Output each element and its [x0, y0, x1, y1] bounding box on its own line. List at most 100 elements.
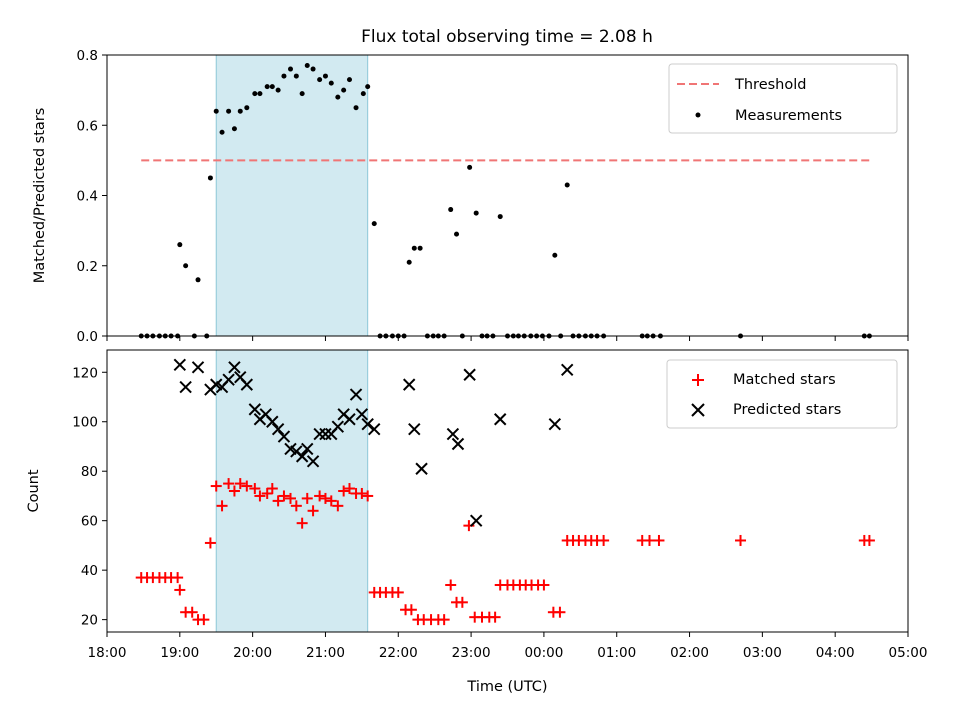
predicted-star-point — [313, 427, 326, 441]
predicted-star-point — [179, 380, 192, 394]
predicted-star-point — [415, 462, 428, 475]
matched-star-point — [307, 505, 319, 517]
matched-star-point — [216, 500, 228, 512]
legend-matched-swatch — [692, 374, 704, 386]
measurement-point — [353, 105, 359, 111]
predicted-star-point — [301, 442, 314, 456]
predicted-star-point — [248, 403, 262, 416]
measurement-point — [564, 182, 570, 188]
predicted-star-point — [343, 413, 356, 426]
chart-title: Flux total observing time = 2.08 h — [361, 27, 653, 47]
count-ytick-label: 20 — [81, 613, 98, 629]
count-y-axis-label: Count — [26, 469, 42, 512]
predicted-star-point — [408, 422, 421, 436]
matched-star-point — [554, 606, 566, 618]
count-axes-frame — [106, 349, 909, 633]
measurement-point — [252, 91, 258, 97]
matched-star-point — [261, 487, 273, 499]
predicted-star-point — [548, 418, 562, 431]
measurement-point — [335, 94, 341, 100]
ratio-legend: Threshold Measurements — [668, 63, 898, 134]
measurement-point — [237, 108, 243, 114]
measurement-point — [299, 91, 305, 97]
matched-star-point — [210, 480, 222, 492]
measurement-point — [244, 105, 250, 111]
measurement-point — [360, 91, 366, 97]
matched-star-point — [254, 490, 266, 502]
matched-star-point — [332, 500, 344, 512]
ratio-y-axis-label: Matched/Predicted stars — [32, 108, 48, 284]
matched-star-point — [285, 492, 297, 504]
predicted-star-point — [228, 361, 241, 374]
matched-star-point — [653, 534, 665, 546]
measurement-point — [257, 91, 263, 97]
predicted-star-point — [494, 413, 507, 426]
measurement-point — [454, 231, 460, 237]
legend-measurements-label: Measurements — [735, 108, 842, 124]
count-ytick-label: 100 — [72, 415, 98, 431]
predicted-star-point — [240, 378, 254, 391]
measurement-point — [269, 84, 275, 90]
ratio-panel: 0.00.20.40.60.8 Matched/Predicted stars … — [32, 48, 909, 345]
matched-star-point — [445, 579, 457, 591]
measurement-point — [417, 245, 423, 251]
matched-star-point — [266, 483, 278, 495]
time-xtick-label: 20:00 — [233, 645, 272, 661]
count-legend: Matched stars Predicted stars — [666, 359, 898, 429]
count-ytick-label: 40 — [81, 563, 98, 579]
count-panel: 20 40 60 80 100 120 18:00 19:00 20:00 21:00 22:00 2… — [26, 349, 927, 695]
matched-star-point — [204, 537, 216, 549]
matched-star-point — [198, 614, 210, 626]
measurement-point — [448, 207, 454, 213]
matched-star-point — [325, 495, 337, 507]
ratio-ytick-label: 0.4 — [77, 189, 98, 205]
ratio-ytick-label: 0.2 — [77, 259, 98, 275]
measurement-point — [219, 129, 225, 135]
matched-star-point — [463, 520, 475, 532]
predicted-star-point — [191, 361, 205, 374]
legend-predicted-label: Predicted stars — [733, 402, 841, 418]
matched-star-point — [249, 483, 261, 495]
time-xtick-label: 18:00 — [88, 645, 127, 661]
predicted-star-point — [277, 430, 291, 443]
observing-window-span — [215, 54, 369, 337]
measurement-point — [371, 221, 377, 227]
legend-threshold-label: Threshold — [734, 77, 806, 93]
predicted-stars-points — [173, 358, 574, 527]
time-xtick-label: 22:00 — [379, 645, 418, 661]
count-ytick-label: 80 — [81, 464, 98, 480]
predicted-star-point — [266, 415, 279, 428]
predicted-star-point — [355, 408, 369, 421]
matched-star-point — [296, 517, 308, 529]
matched-star-point — [598, 534, 610, 546]
matched-star-point — [362, 490, 374, 502]
measurement-point — [231, 126, 237, 132]
matched-star-point — [186, 606, 198, 618]
predicted-star-point — [173, 358, 187, 372]
measurement-point — [288, 66, 294, 72]
predicted-star-point — [368, 422, 381, 436]
matched-star-point — [223, 478, 235, 490]
measurement-point — [411, 245, 417, 251]
measurement-point — [293, 73, 299, 79]
matched-star-point — [234, 478, 246, 490]
measurement-point — [406, 259, 412, 265]
matched-star-point — [228, 485, 240, 497]
matched-star-point — [735, 534, 747, 546]
predicted-star-point — [331, 420, 345, 433]
measurement-point — [365, 84, 371, 90]
matched-star-point — [290, 500, 302, 512]
measurement-point — [213, 108, 219, 114]
predicted-star-point — [306, 455, 320, 468]
measurement-point — [304, 63, 310, 69]
matched-star-point — [314, 490, 326, 502]
predicted-star-point — [446, 427, 460, 441]
predicted-star-point — [222, 373, 235, 386]
measurement-point — [341, 87, 347, 93]
measurement-point — [183, 263, 189, 269]
time-xtick-label: 04:00 — [816, 645, 855, 661]
matched-star-point — [392, 586, 404, 598]
count-legend-box — [666, 359, 898, 429]
predicted-star-point — [361, 418, 374, 431]
